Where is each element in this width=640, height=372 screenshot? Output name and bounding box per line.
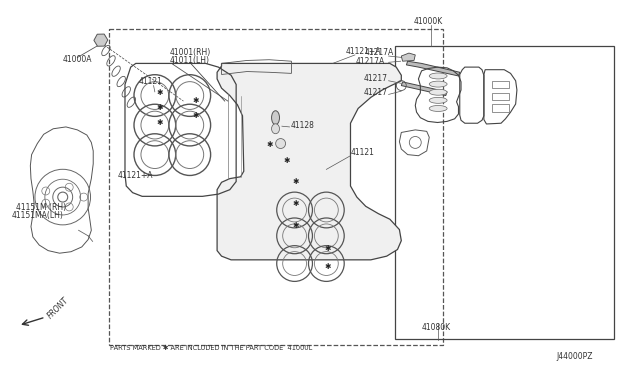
Text: 41217: 41217 bbox=[363, 74, 387, 83]
Text: ✱: ✱ bbox=[193, 110, 199, 120]
Text: 41121: 41121 bbox=[139, 77, 163, 86]
Polygon shape bbox=[401, 53, 415, 61]
Text: ✱: ✱ bbox=[157, 103, 163, 112]
Text: ✱: ✱ bbox=[292, 199, 299, 208]
Circle shape bbox=[276, 139, 285, 148]
Text: 41121+A: 41121+A bbox=[346, 47, 381, 56]
Ellipse shape bbox=[429, 89, 447, 95]
Text: 41128: 41128 bbox=[290, 121, 314, 129]
Text: J44000PZ: J44000PZ bbox=[556, 352, 593, 361]
Ellipse shape bbox=[429, 73, 447, 79]
Ellipse shape bbox=[429, 81, 447, 87]
Bar bbox=[492, 105, 509, 112]
Text: 41121+A: 41121+A bbox=[118, 171, 154, 180]
Text: 41080K: 41080K bbox=[422, 323, 451, 331]
Ellipse shape bbox=[429, 97, 447, 103]
Text: ✱: ✱ bbox=[193, 96, 199, 105]
Text: 41000K: 41000K bbox=[414, 17, 444, 26]
Text: 41151MA(LH): 41151MA(LH) bbox=[12, 211, 64, 220]
Ellipse shape bbox=[429, 106, 447, 112]
Bar bbox=[492, 81, 509, 88]
Text: 41001(RH): 41001(RH) bbox=[170, 48, 211, 57]
Text: PARTS MARKED ✱ ARE INCLUDED IN THE PART CODE  41000L: PARTS MARKED ✱ ARE INCLUDED IN THE PART … bbox=[110, 345, 312, 351]
Bar bbox=[395, 46, 614, 339]
Text: ✱: ✱ bbox=[292, 177, 299, 186]
Text: 41217A: 41217A bbox=[364, 48, 394, 57]
Polygon shape bbox=[217, 63, 401, 260]
Text: ✱: ✱ bbox=[324, 244, 331, 253]
Text: 41217: 41217 bbox=[363, 89, 387, 97]
Text: 41000A: 41000A bbox=[63, 55, 92, 64]
Text: FRONT: FRONT bbox=[45, 295, 70, 320]
Text: ✱: ✱ bbox=[292, 221, 299, 230]
Text: ✱: ✱ bbox=[157, 118, 163, 127]
Text: ✱: ✱ bbox=[324, 262, 331, 271]
Text: ✱: ✱ bbox=[266, 140, 273, 149]
Text: 41151M (RH): 41151M (RH) bbox=[17, 203, 67, 212]
Text: 41011(LH): 41011(LH) bbox=[170, 56, 210, 65]
Bar bbox=[492, 93, 509, 100]
Ellipse shape bbox=[271, 124, 280, 134]
Text: 41217A: 41217A bbox=[356, 57, 385, 66]
Bar bbox=[109, 29, 443, 345]
Ellipse shape bbox=[271, 111, 280, 125]
Polygon shape bbox=[406, 61, 460, 76]
Text: ✱: ✱ bbox=[284, 156, 290, 166]
Text: ✱: ✱ bbox=[157, 89, 163, 97]
Text: 41121: 41121 bbox=[351, 148, 374, 157]
Polygon shape bbox=[401, 82, 447, 96]
